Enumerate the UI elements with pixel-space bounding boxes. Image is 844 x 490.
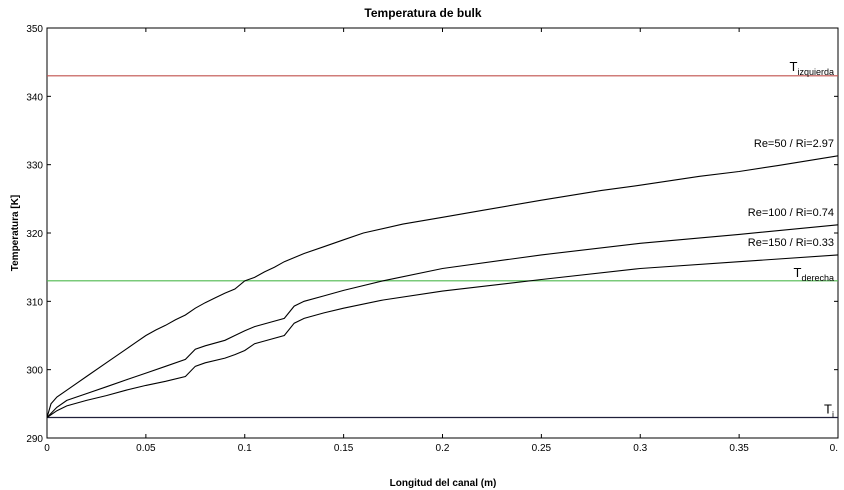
x-tick-label: 0.3 bbox=[633, 443, 647, 454]
y-tick-label: 330 bbox=[26, 161, 43, 172]
x-tick-label: 0.25 bbox=[532, 443, 552, 454]
x-tick-label: 0.05 bbox=[136, 443, 156, 454]
x-axis-ticks: 0 0.05 0.1 0.15 0.2 0.25 0.3 0.35 0. bbox=[44, 28, 839, 454]
x-tick-label: 0.1 bbox=[238, 443, 252, 454]
reference-label-1: Tderecha bbox=[794, 265, 834, 283]
reference-label-2: Ti bbox=[824, 402, 834, 420]
y-tick-label: 290 bbox=[26, 434, 43, 445]
x-tick-label: 0 bbox=[44, 443, 50, 454]
series-label-0: Re=50 / Ri=2.97 bbox=[754, 138, 834, 150]
series-lines bbox=[46, 155, 839, 418]
series-labels: Re=50 / Ri=2.97 Re=100 / Ri=0.74 Re=150 / … bbox=[748, 138, 834, 249]
series-line-2 bbox=[46, 254, 839, 418]
x-tick-label: 0.35 bbox=[729, 443, 749, 454]
x-axis-label: Longitud del canal (m) bbox=[390, 478, 497, 489]
y-tick-label: 320 bbox=[26, 229, 43, 240]
reference-label-0: Tizquierda bbox=[790, 59, 834, 77]
chart-title: Temperatura de bulk bbox=[364, 6, 481, 20]
y-tick-label: 340 bbox=[26, 92, 43, 103]
y-tick-label: 350 bbox=[26, 24, 43, 35]
series-label-2: Re=150 / Ri=0.33 bbox=[748, 237, 834, 249]
series-label-1: Re=100 / Ri=0.74 bbox=[748, 207, 834, 219]
y-axis-label: Temperatura [K] bbox=[10, 195, 21, 272]
y-axis-ticks: 290 300 310 320 330 340 350 bbox=[26, 24, 838, 445]
y-tick-label: 300 bbox=[26, 366, 43, 377]
reference-lines bbox=[47, 75, 838, 419]
x-tick-label: 0.15 bbox=[334, 443, 354, 454]
y-tick-label: 310 bbox=[26, 297, 43, 308]
series-line-1 bbox=[46, 224, 839, 418]
x-tick-label: 0. bbox=[830, 443, 838, 454]
x-tick-label: 0.2 bbox=[436, 443, 450, 454]
plot-area bbox=[46, 27, 839, 439]
reference-labels: Tizquierda Tderecha Ti bbox=[790, 59, 834, 420]
series-line-0 bbox=[46, 155, 839, 418]
